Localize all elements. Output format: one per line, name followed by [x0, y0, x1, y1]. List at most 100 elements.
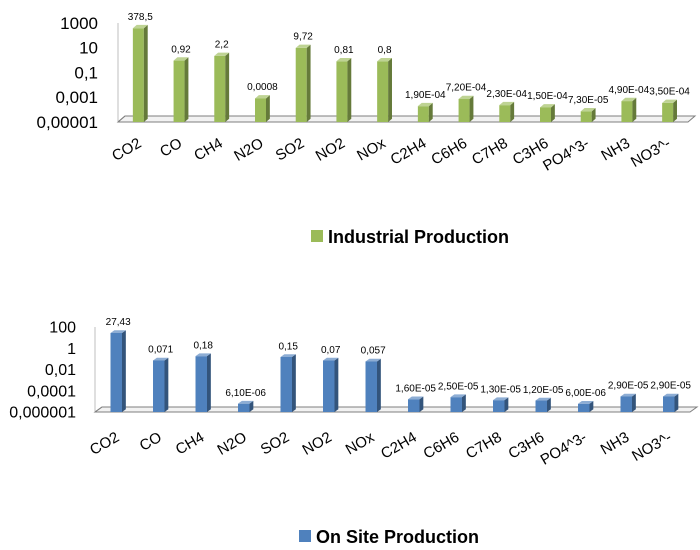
category-label: N2O: [215, 429, 250, 459]
bar-side: [510, 101, 515, 122]
bar-top: [173, 57, 189, 61]
data-label: 3,50E-04: [649, 87, 690, 98]
bar-side: [589, 400, 594, 412]
bar-front: [255, 98, 266, 122]
bar-top: [195, 353, 211, 357]
data-label: 378,5: [128, 12, 153, 23]
category-label: NO3^-: [629, 429, 675, 465]
bar-side: [388, 58, 392, 122]
bar-front: [450, 397, 462, 412]
bar-front: [663, 396, 675, 412]
category-label: CO: [137, 429, 165, 455]
y-tick-label: 100: [49, 320, 76, 337]
bar-front: [499, 105, 511, 122]
bar-top: [255, 95, 270, 99]
bar: [621, 97, 637, 122]
data-label: 7,30E-05: [568, 95, 609, 106]
data-label: 2,2: [215, 40, 229, 51]
bar-side: [631, 393, 636, 412]
bar-top: [417, 102, 433, 107]
bar-top: [499, 101, 515, 106]
bar: [540, 104, 555, 122]
data-label: 7,20E-04: [446, 83, 487, 94]
bar-front: [417, 106, 429, 122]
bar-top: [214, 52, 230, 56]
category-label: NH3: [598, 429, 632, 459]
chart-floor: [116, 115, 697, 123]
y-tick-label: 0,01: [45, 362, 76, 379]
category-label: C7H8: [469, 135, 511, 169]
data-label: 1,60E-05: [395, 383, 436, 394]
bar-front: [153, 360, 165, 412]
bar-side: [121, 330, 126, 412]
data-label: 0,92: [171, 44, 191, 55]
bar-top: [153, 357, 169, 361]
bar-front: [132, 28, 144, 122]
bar-top: [580, 108, 596, 112]
bar: [663, 393, 679, 412]
bar-top: [493, 397, 509, 401]
data-label: 2,50E-05: [438, 381, 479, 392]
legend-swatch: [311, 230, 323, 242]
category-label: CO2: [87, 429, 122, 459]
bar-top: [110, 330, 126, 333]
legend: On Site Production: [299, 527, 479, 547]
bar: [499, 101, 515, 122]
bar: [620, 393, 636, 412]
bar-side: [591, 108, 596, 122]
bar-front: [458, 99, 470, 122]
category-label: NOx: [343, 428, 378, 458]
bar: [173, 57, 189, 122]
bar-side: [306, 44, 311, 122]
bar-side: [550, 104, 555, 122]
data-label: 2,30E-04: [486, 89, 527, 100]
legend-label: On Site Production: [316, 527, 479, 547]
bar-side: [143, 24, 148, 123]
industrial-production-chart: 1000 10 0,1 0,001 0,00001 378,5 CO2 0,92 CO 2,2 CH…: [37, 12, 697, 247]
data-label: 0,81: [334, 45, 354, 56]
on-site-production-chart: 100 1 0,01 0,0001 0,000001 27,43 CO2 0,071 CO 0,1…: [9, 317, 699, 547]
y-tick-label: 1000: [60, 14, 98, 33]
bar-side: [469, 95, 474, 122]
bar-top: [336, 57, 352, 62]
category-label: CO: [157, 135, 185, 161]
category-label: NH3: [598, 135, 632, 165]
bar-side: [291, 354, 296, 412]
bar-top: [540, 104, 555, 108]
data-label: 1,50E-04: [527, 91, 568, 102]
bar-side: [376, 358, 381, 412]
bar-side: [461, 394, 466, 412]
y-axis-depth-line: [94, 406, 103, 413]
data-label: 2,90E-05: [608, 381, 649, 392]
data-label: 1,30E-05: [480, 384, 521, 395]
category-label: SO2: [258, 429, 292, 459]
bar: [408, 396, 424, 412]
bar: [323, 357, 339, 412]
bar: [377, 58, 392, 122]
data-label: 0,071: [148, 345, 173, 356]
bar-front: [377, 61, 389, 122]
bar-side: [249, 400, 254, 412]
y-tick-label: 0,1: [74, 63, 98, 82]
bar-top: [663, 393, 679, 397]
y-tick-label: 0,001: [55, 88, 98, 107]
bar: [238, 400, 254, 412]
bar-top: [295, 44, 311, 48]
bar: [662, 99, 677, 122]
category-label: C7H8: [463, 429, 505, 463]
bar-front: [280, 357, 292, 412]
category-label: PO4^3-: [540, 135, 592, 175]
bar-side: [546, 397, 551, 412]
bar-front: [662, 102, 674, 122]
category-label: C2H4: [378, 429, 420, 463]
bar-side: [632, 97, 637, 122]
bar: [280, 354, 296, 412]
bar-side: [334, 357, 339, 412]
category-label: SO2: [273, 135, 307, 165]
y-axis-depth-line: [117, 115, 126, 123]
category-label: NO3^-: [628, 135, 674, 171]
category-label: C6H6: [421, 429, 463, 463]
category-label: NO2: [300, 429, 335, 459]
data-label: 1,90E-04: [405, 90, 446, 101]
bar-front: [408, 399, 420, 412]
